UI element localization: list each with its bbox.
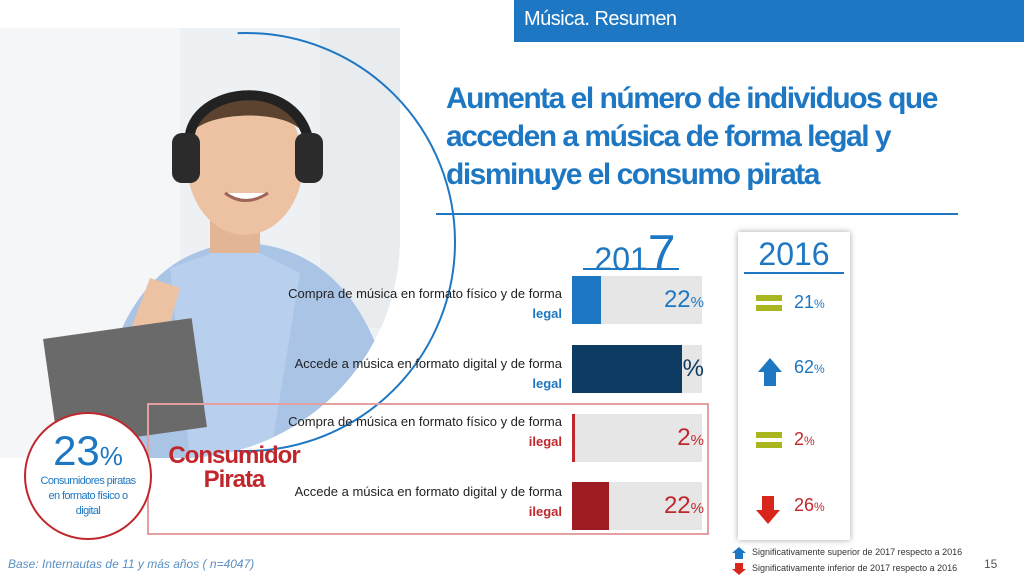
value-2016-pct: % bbox=[804, 434, 815, 448]
value-2016: 2% bbox=[794, 429, 844, 450]
legend-down-text: Significativamente inferior de 2017 resp… bbox=[752, 563, 958, 573]
row-label-text: Compra de música en formato físico y de … bbox=[288, 414, 562, 429]
year-2017-suffix: 7 bbox=[647, 225, 676, 281]
value-2016-pct: % bbox=[814, 362, 825, 376]
bar-fill bbox=[572, 482, 610, 530]
row-label: Compra de música en formato físico y de … bbox=[262, 284, 562, 324]
panel-2016: 2016 bbox=[738, 232, 850, 540]
bar-fill bbox=[572, 276, 601, 324]
bar-track bbox=[572, 482, 702, 530]
value-2017-pct: % bbox=[690, 432, 704, 449]
value-2017: 22% bbox=[624, 286, 704, 314]
value-2016: 62% bbox=[794, 357, 844, 378]
row-label-text: Compra de música en formato físico y de … bbox=[288, 286, 562, 301]
value-2016-pct: % bbox=[814, 297, 825, 311]
year-2016-heading: 2016 bbox=[758, 236, 830, 272]
pirate-label-line2: Pirata bbox=[203, 466, 266, 493]
pirate-total-caption: Consumidores piratas en formato físico o… bbox=[40, 475, 137, 517]
pirate-total-pct: % bbox=[99, 441, 123, 471]
section-title: Música. Resumen bbox=[524, 8, 677, 30]
row-label: Accede a música en formato digital y de … bbox=[262, 354, 562, 394]
year-2017-prefix: 201 bbox=[594, 241, 648, 277]
bar-track bbox=[572, 276, 702, 324]
row-label: Accede a música en formato digital y de … bbox=[262, 482, 562, 522]
bar-track bbox=[572, 414, 702, 462]
value-2017: 22% bbox=[624, 492, 704, 520]
pirate-total-circle: 23% Consumidores piratas en formato físi… bbox=[24, 412, 152, 540]
bar-fill bbox=[572, 414, 576, 462]
row-label-text: Accede a música en formato digital y de … bbox=[294, 356, 562, 371]
value-2017-number: 22 bbox=[663, 492, 691, 519]
value-2016-number: 26 bbox=[794, 495, 815, 515]
page-number: 15 bbox=[984, 557, 998, 571]
value-2017-pct: % bbox=[690, 500, 704, 517]
arrow-up-icon bbox=[758, 358, 782, 386]
row-label-highlight: ilegal bbox=[528, 434, 562, 449]
arrow-down-icon bbox=[732, 563, 746, 575]
value-2016-number: 2 bbox=[794, 429, 805, 449]
value-2016-number: 62 bbox=[794, 357, 815, 377]
equal-icon bbox=[756, 293, 782, 313]
value-2017-number: 2 bbox=[677, 424, 691, 451]
row-label: Compra de música en formato físico y de … bbox=[262, 412, 562, 452]
footnote: Base: Internautas de 11 y más años ( n=4… bbox=[8, 557, 255, 571]
value-2016: 21% bbox=[794, 292, 844, 313]
legend-up-row: Significativamente superior de 2017 resp… bbox=[730, 547, 990, 561]
value-2017-number: 22 bbox=[663, 286, 691, 313]
value-2016: 26% bbox=[794, 495, 844, 516]
pirate-total-number: 23 bbox=[53, 427, 100, 474]
year-2017-heading: 2017 bbox=[588, 224, 682, 281]
pirate-label-line1: Consumidor bbox=[168, 442, 300, 469]
equal-icon bbox=[756, 430, 782, 450]
page-title: Aumenta el número de individuos que acce… bbox=[446, 82, 938, 191]
year-2016-divider bbox=[744, 272, 844, 274]
value-2016-number: 21 bbox=[794, 292, 815, 312]
row-label-highlight: ilegal bbox=[528, 504, 562, 519]
arrow-down-icon bbox=[756, 496, 780, 524]
pirate-total-value: 23% bbox=[26, 428, 150, 479]
row-label-highlight: legal bbox=[532, 376, 562, 391]
bar-track bbox=[572, 345, 702, 393]
value-2017: 2% bbox=[624, 424, 704, 452]
pirate-consumer-label: Consumidor Pirata bbox=[164, 444, 304, 492]
value-2017: 65% bbox=[624, 355, 704, 383]
bar-fill bbox=[572, 345, 682, 393]
value-2017-number: 65% bbox=[655, 355, 704, 382]
value-2017-pct: % bbox=[690, 294, 704, 311]
row-label-text: Accede a música en formato digital y de … bbox=[294, 484, 562, 499]
legend-down-row: Significativamente inferior de 2017 resp… bbox=[730, 563, 990, 576]
value-2016-pct: % bbox=[814, 500, 825, 514]
arrow-up-icon bbox=[732, 547, 746, 559]
year-2017-divider bbox=[583, 268, 679, 270]
title-divider bbox=[436, 213, 958, 215]
row-label-highlight: legal bbox=[532, 306, 562, 321]
legend-up-text: Significativamente superior de 2017 resp… bbox=[752, 547, 963, 557]
header-bar: Música. Resumen bbox=[514, 0, 1024, 42]
